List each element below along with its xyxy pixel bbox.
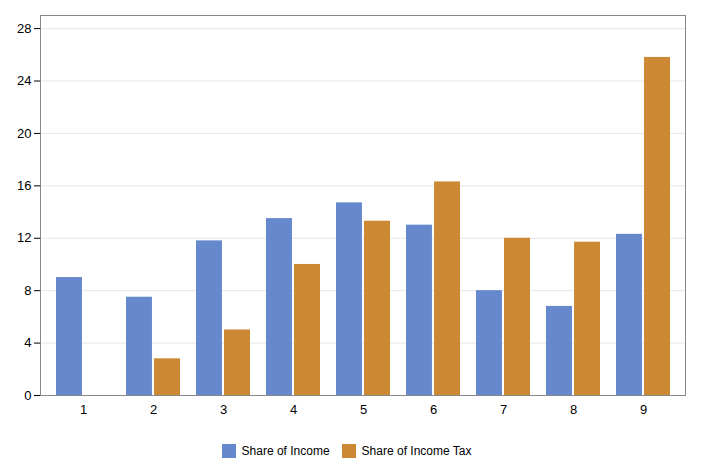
svg-text:24: 24 <box>17 73 31 88</box>
html-text:Share of Income: Share of Income <box>241 443 330 458</box>
svg-text:6: 6 <box>430 402 437 417</box>
svg-text:28: 28 <box>17 21 31 36</box>
svg-text:1: 1 <box>80 402 87 417</box>
svg-text:20: 20 <box>17 126 31 141</box>
svg-text:8: 8 <box>24 283 31 298</box>
svg-text:16: 16 <box>17 178 31 193</box>
svg-text:3: 3 <box>220 402 227 417</box>
svg-text:8: 8 <box>570 402 577 417</box>
svg-text:4: 4 <box>290 402 297 417</box>
html-text:Share of Income Tax: Share of Income Tax <box>361 443 472 458</box>
svg-text:9: 9 <box>640 402 647 417</box>
svg-text:4: 4 <box>24 335 31 350</box>
svg-text:12: 12 <box>17 230 31 245</box>
svg-text:7: 7 <box>500 402 507 417</box>
svg-text:2: 2 <box>150 402 157 417</box>
svg-text:5: 5 <box>360 402 367 417</box>
svg-text:0: 0 <box>24 388 31 403</box>
